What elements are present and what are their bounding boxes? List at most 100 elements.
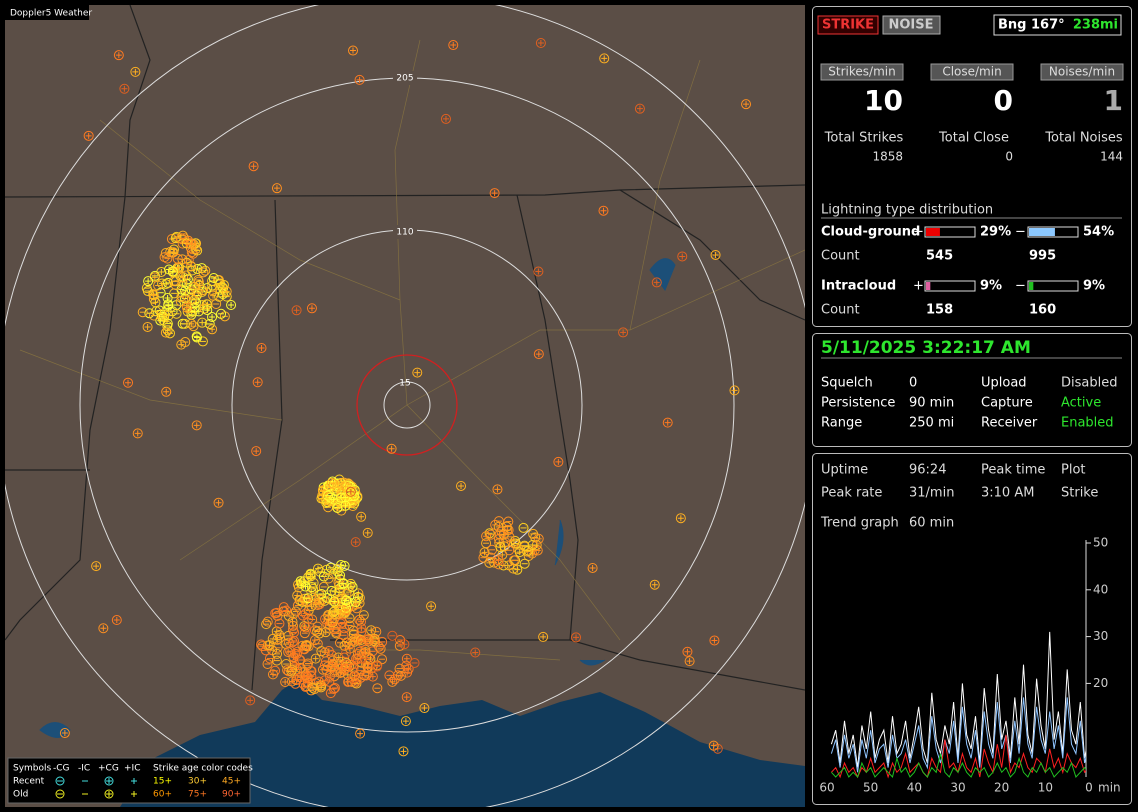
strike-sign — [401, 641, 408, 648]
strike — [155, 287, 166, 298]
strike-sign — [414, 369, 421, 376]
strike — [291, 305, 302, 316]
status-panel — [812, 6, 1132, 327]
strike — [479, 547, 490, 558]
legend-heading: Strike age color codes — [153, 764, 253, 774]
strike — [324, 676, 335, 687]
strike — [387, 630, 398, 641]
strike — [387, 676, 398, 687]
strike — [111, 615, 122, 626]
rate-label[interactable]: Noises/min — [1049, 65, 1115, 79]
strike — [207, 311, 218, 322]
rate-button[interactable] — [820, 63, 904, 81]
strike — [270, 608, 281, 619]
rate-label[interactable]: Close/min — [942, 65, 1001, 79]
strike — [262, 616, 273, 627]
strike — [384, 670, 395, 681]
strike — [598, 205, 609, 216]
strike-button-label[interactable]: STRIKE — [822, 18, 874, 33]
trend-line — [830, 697, 1086, 773]
strike — [159, 252, 170, 263]
legend: Symbols -CG -IC +CG +IC Strike age color… — [7, 757, 253, 804]
strike — [709, 635, 720, 646]
strike-sign — [301, 623, 308, 630]
strike — [150, 297, 161, 308]
age-code: 75+ — [188, 790, 207, 800]
strike — [297, 596, 308, 607]
strike-sign — [164, 295, 171, 302]
strike-sign — [223, 288, 230, 295]
field: Upload — [981, 376, 1027, 391]
strike — [300, 608, 311, 619]
y-tick-label: 40 — [1093, 582, 1108, 596]
strike — [176, 233, 187, 244]
strike-sign — [367, 655, 374, 662]
strike — [496, 526, 507, 537]
strike — [288, 620, 299, 631]
strike — [351, 603, 362, 614]
strike-sign — [491, 190, 498, 197]
strike — [499, 541, 510, 552]
strike — [359, 670, 370, 681]
rate-label[interactable]: Strikes/min — [828, 65, 895, 79]
strike — [333, 577, 344, 588]
map[interactable]: 205 110 15 Doppler5 Weather Symbols -CG … — [0, 0, 817, 812]
ring-label-bg — [393, 225, 417, 239]
strike-sign — [731, 387, 738, 394]
strike — [332, 564, 343, 575]
series-group — [830, 631, 1086, 779]
rate-button[interactable] — [1040, 63, 1124, 81]
strike-sign — [132, 68, 139, 75]
total-value: 144 — [1100, 150, 1123, 164]
percent: 9% — [1083, 279, 1105, 294]
strike — [192, 245, 203, 256]
strike — [282, 665, 293, 676]
distribution-title: Lightning type distribution — [821, 203, 993, 218]
strike-sign — [331, 588, 338, 595]
rate-button[interactable] — [930, 63, 1014, 81]
strike-button[interactable] — [817, 15, 879, 35]
strike — [207, 324, 218, 335]
count: 995 — [1029, 249, 1056, 264]
bar-fill — [926, 282, 931, 290]
strike-sign — [495, 557, 502, 564]
strike — [419, 703, 430, 714]
strike-sign — [209, 313, 216, 320]
stats-fields: Uptime 96:24 Peak time Plot Peak rate 31/min 3… — [821, 463, 1098, 501]
strike — [144, 308, 155, 319]
strike-sign — [374, 662, 381, 669]
age-code: 60+ — [153, 790, 172, 800]
strike — [533, 349, 544, 360]
noise-button-label[interactable]: NOISE — [888, 18, 933, 33]
strike-sign — [100, 625, 107, 632]
count: 545 — [926, 249, 953, 264]
title-bg — [5, 5, 89, 20]
noise-button[interactable] — [882, 15, 941, 35]
strike — [340, 500, 351, 511]
count: 160 — [1029, 303, 1056, 318]
strike-sign — [397, 672, 404, 679]
strike — [328, 607, 339, 618]
strike — [337, 617, 348, 628]
strike — [340, 602, 351, 613]
strike — [216, 308, 227, 319]
strike — [183, 255, 194, 266]
strike — [323, 573, 334, 584]
strike-sign — [163, 388, 170, 395]
trend-line — [830, 631, 1086, 768]
strike — [297, 610, 308, 621]
strike — [186, 293, 197, 304]
map-title: Doppler5 Weather — [10, 9, 92, 19]
strike — [535, 37, 546, 48]
strike-sign — [710, 742, 717, 749]
strike-sign — [350, 47, 357, 54]
strike-sign — [294, 592, 301, 599]
x-tick-label: 0 — [1085, 781, 1093, 795]
x-tick-label: 10 — [1038, 781, 1053, 795]
strike — [386, 443, 397, 454]
strike-sign — [364, 663, 371, 670]
bar-fill — [1029, 282, 1034, 290]
strike — [401, 692, 412, 703]
strike — [503, 516, 514, 527]
strike — [341, 595, 352, 606]
